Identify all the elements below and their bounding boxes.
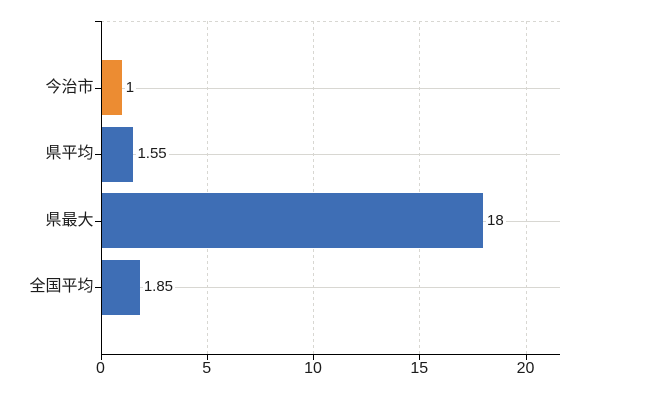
y-axis (100, 21, 102, 355)
x-gridline (525, 21, 527, 354)
y-tick (94, 87, 101, 89)
y-tick (94, 220, 101, 222)
bar (100, 193, 483, 248)
bar-value-label: 18 (486, 211, 506, 230)
bar (100, 126, 134, 182)
y-tick (94, 21, 101, 22)
x-tick (313, 353, 314, 360)
x-tick (100, 353, 102, 360)
bar-value-label: 1.85 (142, 278, 176, 296)
y-tick (94, 287, 101, 288)
x-gridline (313, 21, 314, 354)
x-tick (525, 353, 527, 360)
bar (100, 60, 122, 115)
x-gridline (206, 21, 208, 354)
category-label: 県平均 (45, 145, 94, 162)
x-axis (100, 353, 560, 355)
category-label: 今治市 (45, 78, 94, 96)
category-label: 県最大 (45, 211, 94, 229)
x-tick (419, 353, 421, 360)
plot-top-border (100, 21, 560, 22)
x-tick (206, 353, 208, 360)
y-tick (94, 154, 101, 155)
bar-value-label: 1 (124, 78, 137, 97)
bar-value-label: 1.55 (136, 145, 169, 163)
x-gridline (419, 21, 421, 354)
x-tick-label: 20 (516, 359, 535, 377)
x-tick-label: 5 (202, 359, 212, 377)
category-label: 全国平均 (29, 278, 94, 295)
x-tick-label: 15 (410, 359, 429, 377)
bar (100, 259, 140, 315)
category-gridline (100, 87, 560, 89)
category-gridline (100, 287, 560, 288)
x-tick-label: 0 (96, 359, 105, 377)
category-gridline (100, 154, 560, 155)
x-tick-label: 10 (304, 359, 322, 377)
